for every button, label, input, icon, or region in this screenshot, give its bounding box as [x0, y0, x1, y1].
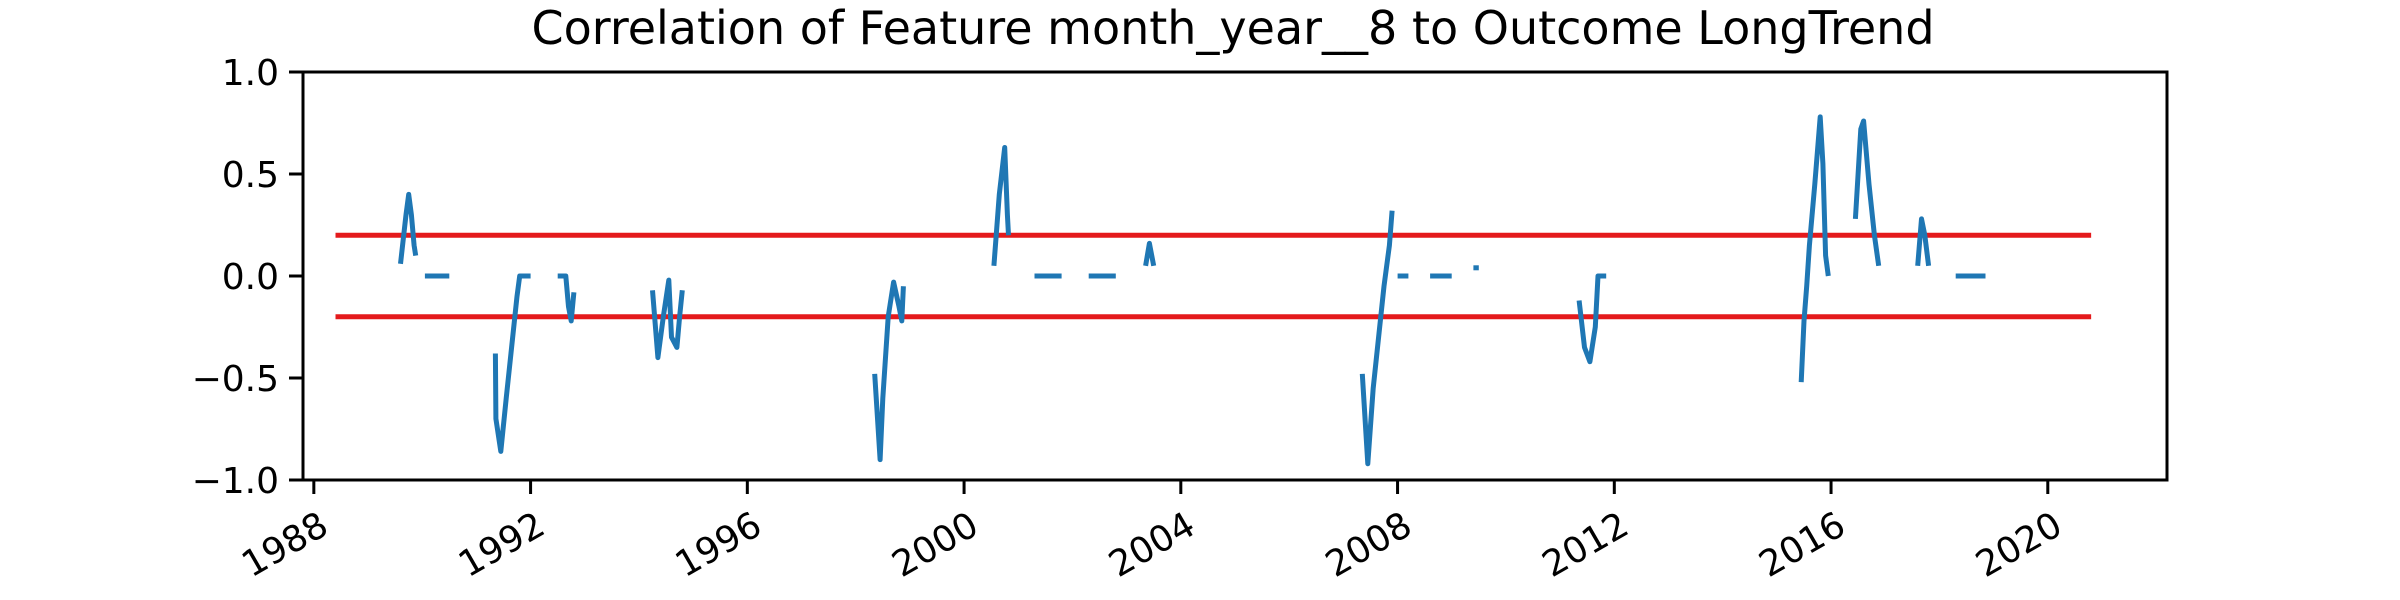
y-tick-label: −0.5	[192, 359, 279, 400]
x-tick-label: 1996	[669, 504, 769, 585]
series-segment	[557, 273, 577, 324]
x-tick-label: 2004	[1102, 504, 1202, 585]
series-segment	[1359, 210, 1395, 467]
plot-frame	[301, 70, 2169, 482]
y-tick-label: 1.0	[222, 53, 279, 94]
y-tick-label: 0.5	[222, 155, 279, 196]
series-segment	[872, 279, 906, 463]
series-segment	[1798, 114, 1831, 383]
x-tick-label: 1988	[235, 504, 335, 585]
series-segment	[1852, 118, 1882, 267]
y-tick-label: −1.0	[192, 461, 279, 502]
threshold-lines	[335, 232, 2092, 320]
y-axis: 1.0 0.5 0.0 −0.5 −1.0	[192, 53, 303, 502]
series-segment	[991, 145, 1011, 266]
x-tick-label: 2016	[1752, 504, 1852, 585]
x-tick-label: 2012	[1536, 504, 1636, 585]
x-tick-label: 2008	[1319, 504, 1419, 585]
chart-title: Correlation of Feature month_year__8 to …	[531, 1, 1934, 55]
series-segment	[1143, 240, 1157, 267]
series-segment	[1576, 273, 1607, 365]
series-segment	[492, 273, 531, 454]
x-tick-label: 1992	[452, 504, 552, 585]
x-axis: 1988 1992 1996 2000 2004 2008 2012 2016 2020	[235, 480, 2069, 586]
y-tick-label: 0.0	[222, 257, 279, 298]
series-segment	[650, 277, 685, 361]
x-tick-label: 2000	[886, 504, 986, 585]
series-segment	[398, 191, 419, 265]
series-segment	[1915, 216, 1932, 267]
series-layer	[398, 114, 1986, 467]
x-tick-label: 2020	[1969, 504, 2069, 585]
